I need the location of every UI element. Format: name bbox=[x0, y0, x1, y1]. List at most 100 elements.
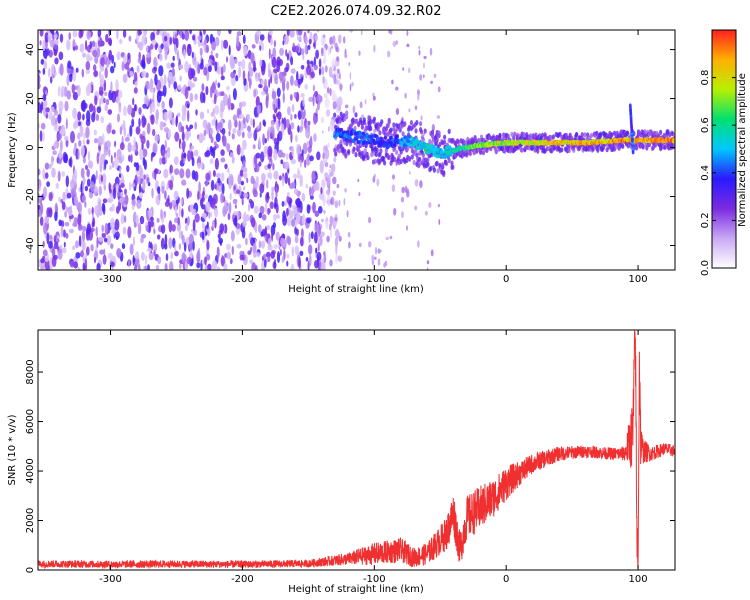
spectrogram-cell bbox=[290, 130, 293, 143]
spectrogram-cell bbox=[160, 43, 164, 50]
colorbar-tick-label: 0.2 bbox=[700, 212, 711, 228]
spectrogram-cell bbox=[176, 212, 179, 218]
spectrogram-cell bbox=[441, 162, 445, 168]
spectrogram-cell bbox=[75, 67, 79, 73]
spectrogram-cell bbox=[295, 197, 301, 208]
spectrogram-cell bbox=[105, 33, 109, 43]
spectrogram-cell bbox=[153, 65, 157, 72]
spectrogram-cell bbox=[286, 260, 289, 267]
spectrogram-cell bbox=[132, 97, 135, 106]
spectrogram-cell bbox=[181, 252, 186, 264]
spectrogram-cell bbox=[172, 55, 175, 61]
spectrogram-cell bbox=[179, 168, 185, 179]
spectrogram-cell bbox=[143, 174, 146, 180]
spectrogram-cell bbox=[133, 87, 138, 94]
spectrogram-cell bbox=[267, 145, 273, 157]
spectrogram-cell bbox=[47, 67, 51, 78]
spectrogram-cell bbox=[428, 202, 432, 208]
spectrogram-cell bbox=[98, 85, 104, 97]
spectrogram-cell bbox=[301, 192, 306, 202]
spectrogram-cell bbox=[292, 42, 295, 49]
spectrogram-cell bbox=[138, 41, 144, 51]
spectrogram-cell bbox=[64, 135, 69, 142]
spectrogram-cell bbox=[284, 172, 289, 185]
spectrogram-cell bbox=[368, 241, 372, 248]
spectrogram-cell bbox=[142, 180, 146, 191]
spectrogram-cell bbox=[141, 115, 146, 128]
spectrogram-cell bbox=[119, 142, 125, 151]
spectrogram-cell bbox=[60, 85, 65, 97]
spectrogram-cell bbox=[261, 214, 267, 221]
spectrogram-cell bbox=[163, 168, 169, 179]
spectrogram-cell bbox=[196, 262, 201, 269]
spectrogram-cell bbox=[235, 75, 239, 82]
spectrogram-cell bbox=[186, 256, 192, 265]
spectrogram-y-tick-label: 20 bbox=[25, 92, 36, 105]
spectrogram-cell bbox=[122, 73, 128, 83]
spectrogram-cell bbox=[44, 215, 50, 225]
spectrogram-cell bbox=[202, 30, 206, 36]
spectrogram-cell bbox=[186, 127, 191, 132]
spectrogram-cell bbox=[123, 105, 127, 117]
spectrogram-cell bbox=[173, 156, 179, 166]
spectrogram-cell bbox=[212, 170, 216, 177]
spectrogram-cell bbox=[209, 211, 213, 218]
spectrogram-cell bbox=[309, 135, 313, 146]
spectrogram-cell bbox=[46, 181, 50, 188]
spectrogram-cell bbox=[287, 216, 292, 227]
spectrogram-cell bbox=[189, 30, 192, 35]
spectrogram-cell bbox=[382, 156, 386, 162]
spectrogram-cell bbox=[325, 177, 328, 182]
snr-y-label: SNR (10 * v/v) bbox=[7, 414, 18, 485]
spectrogram-cell bbox=[290, 68, 296, 74]
spectrogram-cell bbox=[293, 91, 297, 99]
spectrogram-cell bbox=[294, 226, 297, 235]
spectrogram-cell bbox=[119, 38, 123, 45]
spectrogram-cell bbox=[266, 129, 270, 142]
spectrogram-cell bbox=[321, 218, 324, 223]
spectrogram-cell bbox=[331, 74, 334, 79]
spectrogram-cell bbox=[387, 154, 391, 160]
spectrogram-cell bbox=[228, 30, 232, 35]
spectrogram-cell bbox=[313, 64, 319, 71]
spectrogram-cell bbox=[214, 207, 219, 218]
spectrogram-cell bbox=[298, 169, 301, 179]
spectrogram-ridge-cell bbox=[402, 143, 407, 148]
spectrogram-cell bbox=[325, 221, 329, 230]
spectrogram-cell bbox=[432, 167, 436, 173]
spectrogram-cell bbox=[601, 145, 606, 151]
spectrogram-cell bbox=[275, 214, 281, 219]
spectrogram-cell bbox=[325, 109, 331, 117]
spectrogram-cell bbox=[232, 114, 237, 122]
spectrogram-cell bbox=[198, 181, 201, 194]
spectrogram-cell bbox=[82, 182, 84, 190]
spectrogram-cell bbox=[259, 192, 262, 198]
spectrogram-cell bbox=[297, 35, 302, 41]
spectrogram-cell bbox=[156, 30, 160, 36]
spectrogram-y-label: Frequency (Hz) bbox=[7, 112, 18, 188]
spectrogram-cell bbox=[59, 63, 64, 76]
spectrogram-cell bbox=[329, 223, 332, 231]
spectrogram-cell bbox=[299, 250, 304, 256]
spectrogram-cell bbox=[293, 188, 299, 195]
spectrogram-cell bbox=[86, 110, 91, 123]
spectrogram-cell bbox=[414, 205, 418, 211]
spectrogram-cell bbox=[212, 37, 215, 43]
colorbar-gradient bbox=[712, 30, 736, 268]
spectrogram-cell bbox=[66, 192, 72, 199]
spectrogram-cell bbox=[169, 260, 174, 270]
spectrogram-cell bbox=[338, 34, 342, 44]
spectrogram-x-tick-label: 100 bbox=[629, 274, 648, 285]
spectrogram-cell bbox=[78, 121, 81, 127]
spectrogram-cell bbox=[253, 189, 258, 198]
spectrogram-cell bbox=[332, 190, 336, 196]
spectrogram-cell bbox=[116, 51, 121, 61]
spectrogram-cell bbox=[266, 191, 270, 199]
spectrogram-cell bbox=[61, 247, 67, 254]
spectrogram-cell bbox=[40, 258, 45, 264]
spectrogram-cell bbox=[404, 92, 407, 99]
spectrogram-cell bbox=[318, 58, 322, 68]
spectrogram-cell bbox=[167, 128, 172, 139]
spectrogram-cell bbox=[102, 204, 106, 216]
spectrogram-cell bbox=[151, 187, 154, 199]
